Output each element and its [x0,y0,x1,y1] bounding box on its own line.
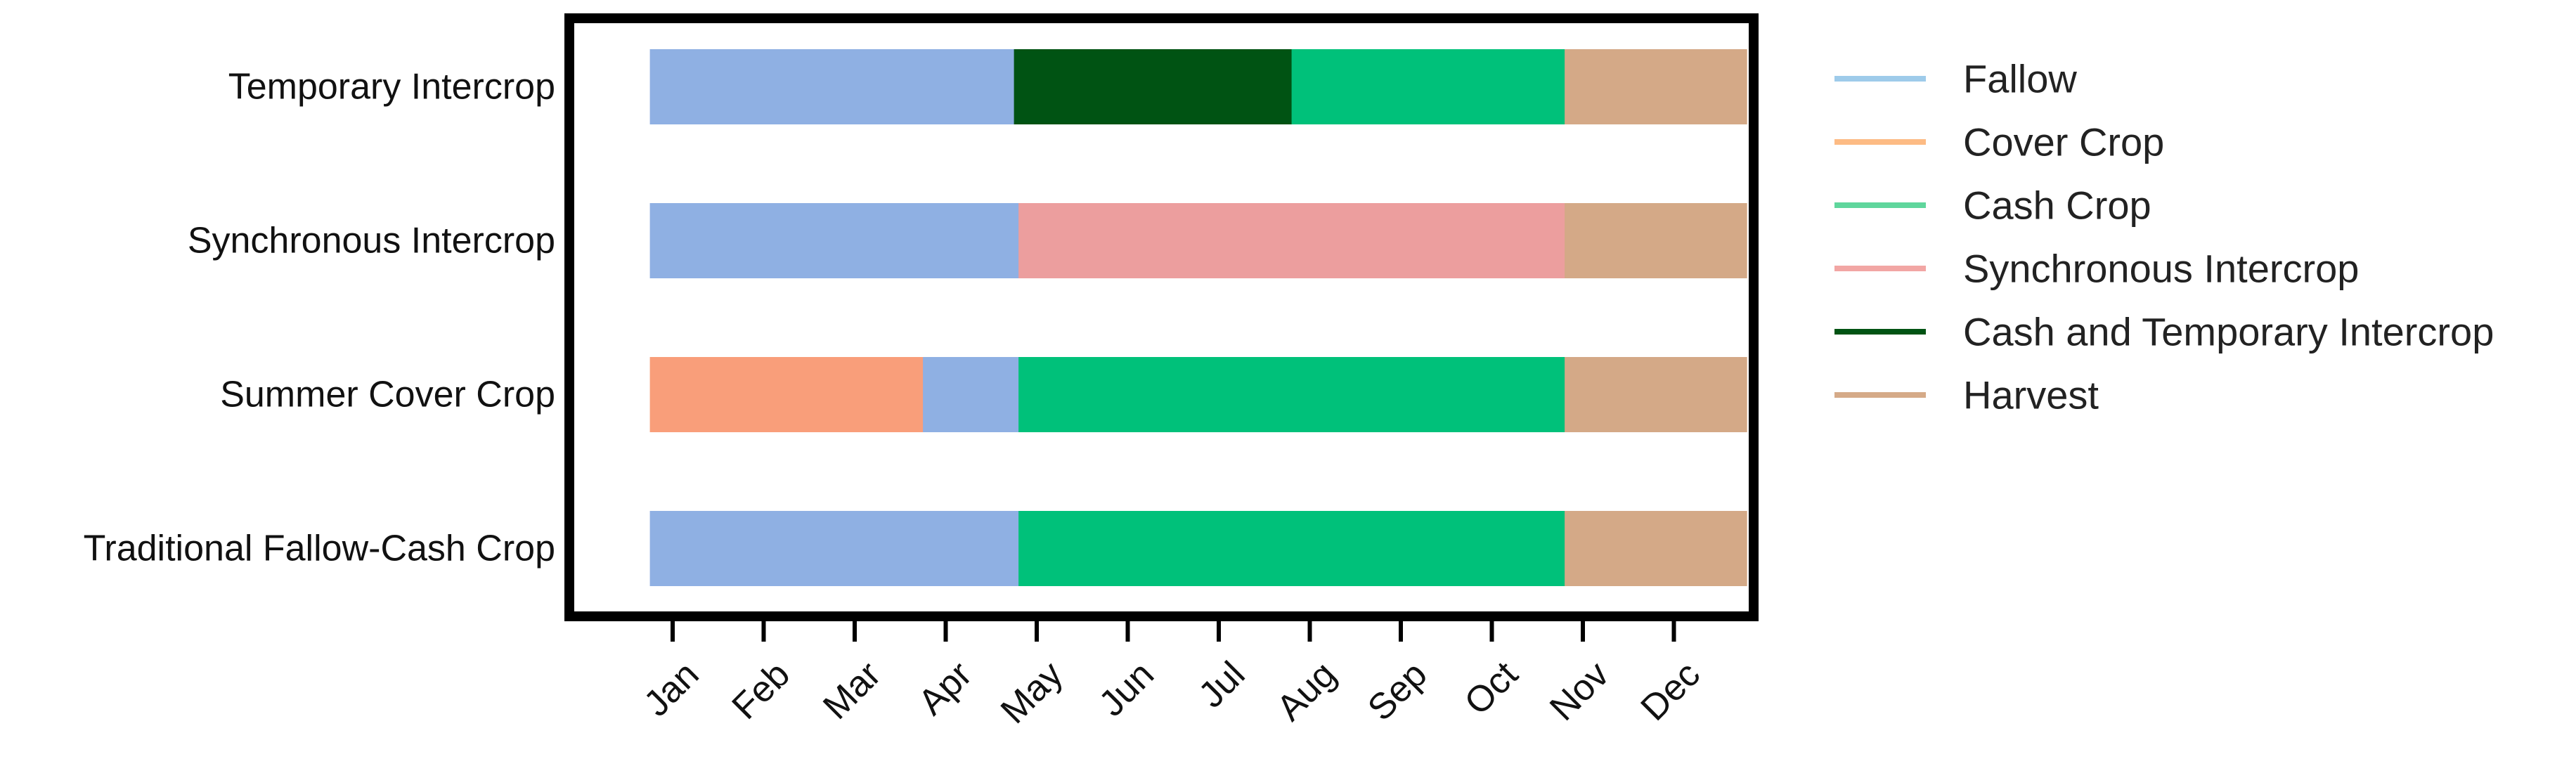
legend-label-harvest: Harvest [1963,373,2099,417]
legend: Fallow Cover Crop Cash Crop Synchronous Int… [1834,57,2494,417]
bar-segment-sync [1018,203,1565,278]
bar-segment-harvest [1565,49,1747,124]
row-label: Summer Cover Crop [220,375,555,415]
x-tick-label: Feb [725,654,798,727]
legend-label-cashtemp: Cash and Temporary Intercrop [1963,310,2494,354]
x-tick-label: Nov [1542,654,1617,728]
x-tick-label: May [993,654,1070,731]
row-label: Traditional Fallow-Cash Crop [84,528,555,569]
bar-segment-cash [1018,357,1565,432]
x-tick-label: Aug [1269,654,1344,728]
x-tick-label: Mar [815,654,888,727]
legend-label-cover: Cover Crop [1963,120,2164,164]
x-axis-ticks [671,616,1676,642]
x-tick-label: Jan [636,654,706,724]
bar-segment-harvest [1565,511,1747,586]
bar-segment-fallow [649,49,1015,124]
x-tick-label: Jun [1092,654,1162,724]
bar-segment-cashtemp [1014,49,1293,124]
row-label: Synchronous Intercrop [188,221,555,261]
row-labels: Temporary Intercrop Synchronous Intercrop… [84,67,555,569]
x-tick-label: Dec [1633,654,1708,728]
bar-segment-cash [1291,49,1565,124]
row-label: Temporary Intercrop [228,67,555,108]
legend-label-cash: Cash Crop [1963,183,2151,228]
x-tick-label: Oct [1457,654,1527,723]
bar-segment-harvest [1565,203,1747,278]
bar-segment-fallow [923,357,1019,432]
bar-segment-cover [649,357,924,432]
x-axis-tick-labels: Jan Feb Mar Apr May Jun Jul Aug Sep Oct Nov Dec [636,654,1708,732]
x-tick-label: Apr [911,654,980,722]
bar-segment-harvest [1565,357,1747,432]
bar-segment-fallow [649,203,1019,278]
x-tick-label: Sep [1360,654,1435,728]
bar-segments [649,49,1747,586]
plot-frame [564,13,1759,621]
legend-label-sync: Synchronous Intercrop [1963,247,2359,291]
bar-segment-cash [1018,511,1565,586]
legend-label-fallow: Fallow [1963,57,2077,101]
bar-segment-fallow [649,511,1019,586]
x-tick-label: Jul [1191,654,1253,715]
